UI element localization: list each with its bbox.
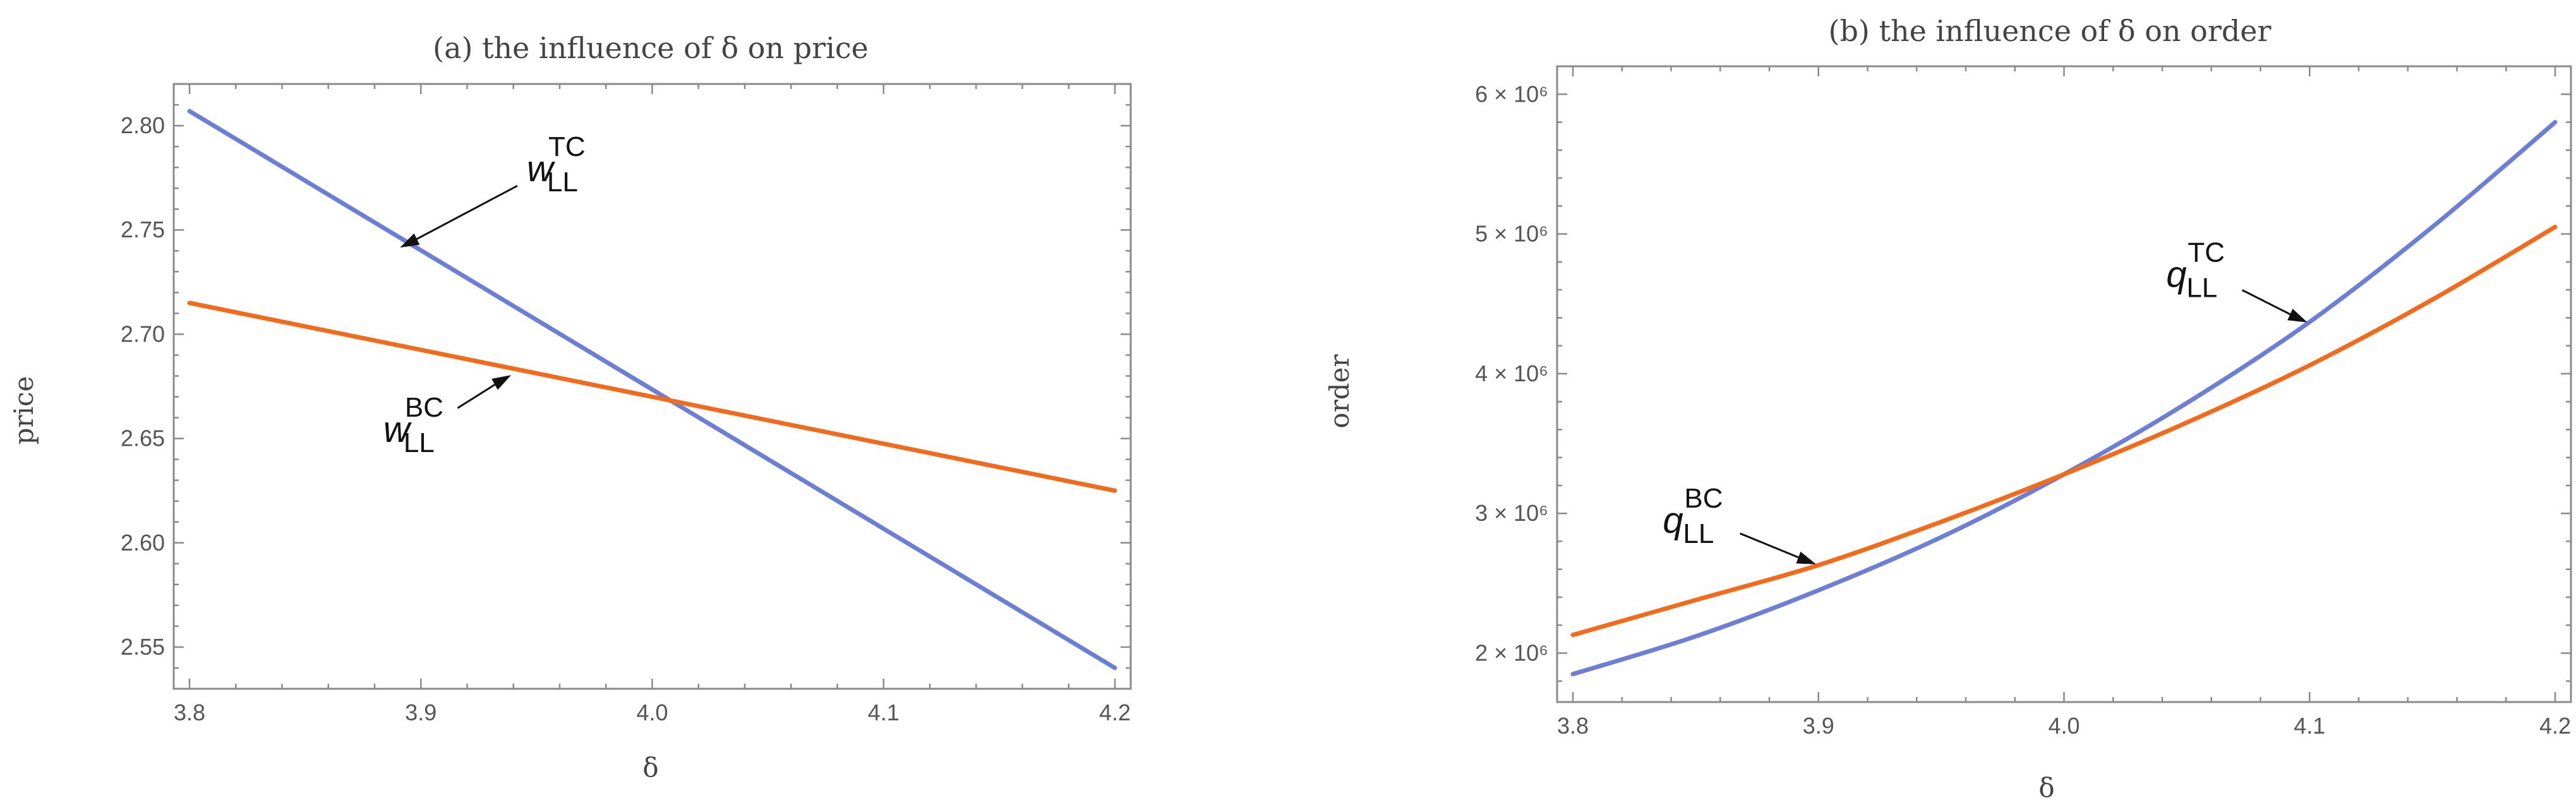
x-tick-label-price: 3.9 [405,700,436,725]
annotation-sub-w-bc: LL [404,427,435,458]
annotation-label-q-tc: q [2166,254,2186,295]
y-tick-label-price: 2.55 [121,634,165,660]
y-axis-label-price: price [8,376,39,445]
chart-title-price: (a) the influence of δ on price [433,31,869,65]
x-tick-label-price: 4.2 [1099,700,1131,725]
series-order [1570,120,2558,677]
annotation-sub-w-tc: LL [547,167,578,198]
annotation-sup-q-tc: TC [2188,237,2225,268]
annotation-arrowhead-w-bc [491,375,512,390]
x-axis-label-price: δ [642,752,658,783]
y-tick-label-price: 2.65 [121,426,165,451]
x-tick-label-order: 3.8 [1557,713,1589,739]
plot-frame-price [172,83,1132,690]
series-line-w-ll-tc [187,109,1117,670]
y-tick-label-order: 3 × 10⁶ [1475,500,1548,526]
x-tick-label-order: 4.0 [2048,713,2079,739]
x-tick-label-order: 4.2 [2539,713,2571,739]
y-tick-label-order: 6 × 10⁶ [1475,81,1548,107]
y-tick-label-price: 2.70 [121,321,165,347]
annotation-sup-w-bc: BC [405,392,443,423]
series-line-w-ll-bc [187,301,1117,493]
series-price [187,109,1117,670]
chart-title-order: (b) the influence of δ on order [1829,14,2272,48]
annotation-arrowhead-q-tc [2287,309,2308,323]
y-axis-label-order: order [1324,354,1355,428]
annotation-label-w-tc: w [527,148,555,189]
annotation-arrow-q-bc [1740,532,1805,561]
annotation-arrow-w-tc [411,184,518,243]
y-tick-label-price: 2.75 [121,217,165,242]
annotation-arrow-w-bc [457,380,501,409]
annotation-label-q-bc: q [1663,500,1683,541]
y-tick-label-price: 2.60 [121,530,165,556]
y-tick-label-order: 2 × 10⁶ [1475,640,1548,666]
ticks-order: 3.8 3.9 4.0 4.1 4.2 2 × 10⁶ 3 × 10⁶ 4 × 10⁶ 5 × … [1475,66,2571,739]
annotation-arrowhead-q-bc [1796,551,1817,564]
series-line-q-ll-bc [1570,225,2558,638]
x-tick-label-order: 3.9 [1803,713,1834,739]
y-tick-label-price: 2.80 [121,112,165,138]
annotation-sub-q-bc: LL [1683,518,1714,549]
y-tick-label-order: 4 × 10⁶ [1475,360,1548,386]
panel-order: (b) the influence of δ on order order δ … [1324,14,2572,803]
x-tick-label-price: 4.0 [636,700,668,725]
x-tick-label-price: 4.1 [868,700,900,725]
annotation-sub-q-tc: LL [2186,273,2217,304]
x-tick-label-price: 3.8 [174,700,205,725]
annotation-sup-w-tc: TC [548,131,586,162]
annotation-sup-q-bc: BC [1684,483,1723,514]
x-tick-label-order: 4.1 [2294,713,2325,739]
plot-frame-order [1556,65,2572,703]
x-axis-label-order: δ [2038,772,2054,803]
panel-price: (a) the influence of δ on price price δ … [8,31,1132,783]
annotation-arrow-q-tc [2241,289,2297,318]
annotation-label-w-bc: w [383,409,412,450]
annotation-arrowhead-w-tc [400,233,420,248]
y-tick-label-order: 5 × 10⁶ [1475,221,1548,247]
ticks-price: 3.8 3.9 4.0 4.1 4.2 2.55 2.60 2.65 2.70 2.75 2.80 [121,84,1131,725]
